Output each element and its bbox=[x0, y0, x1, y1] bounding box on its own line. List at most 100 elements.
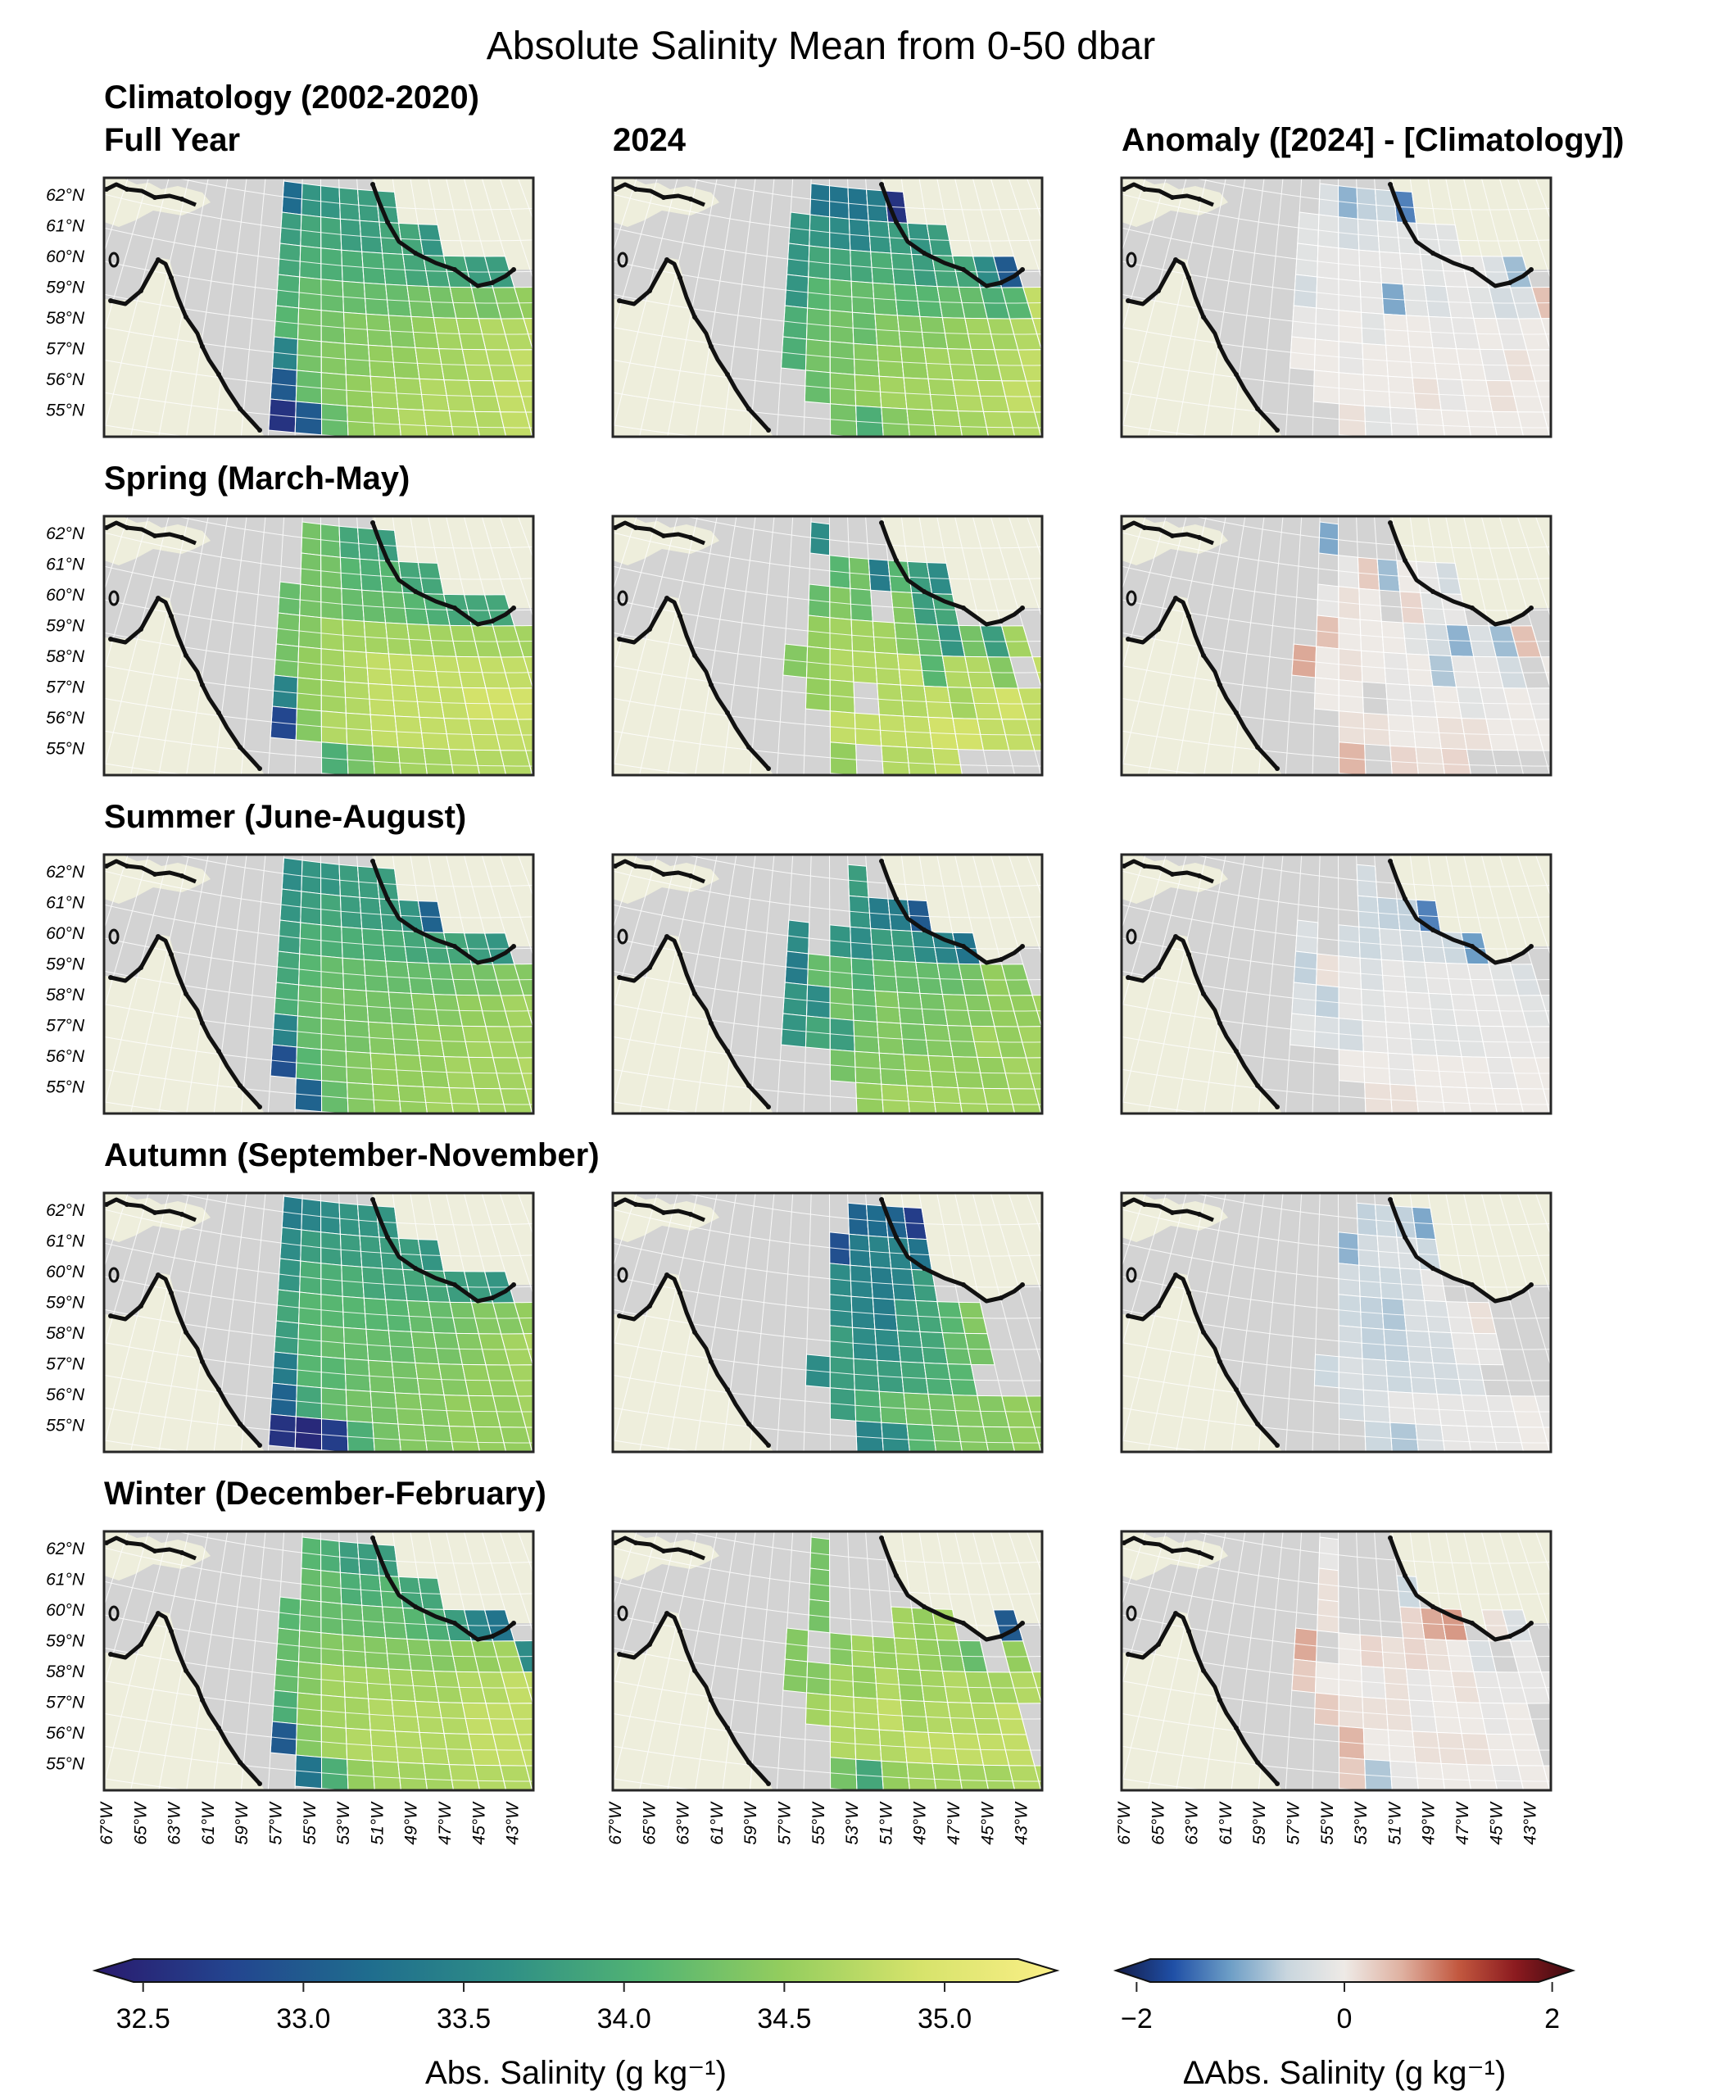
panel-full-year-2024 bbox=[611, 176, 1122, 443]
data-cell bbox=[1609, 379, 1646, 410]
row-title-full-year: Full Year bbox=[104, 122, 240, 158]
colorbar-tick-label: 32.5 bbox=[116, 2003, 170, 2034]
longitude-tick-label: 51°W bbox=[877, 1801, 895, 1845]
latitude-tick-label: 62°N bbox=[46, 1201, 85, 1220]
island-outline bbox=[617, 1605, 628, 1621]
latitude-tick-label: 62°N bbox=[46, 863, 85, 882]
panel-spring-2024 bbox=[611, 515, 1089, 777]
graticule bbox=[104, 1531, 533, 1790]
colorbar-tick-label: 35.0 bbox=[918, 2003, 972, 2034]
graticule bbox=[613, 855, 1042, 1113]
data-cell bbox=[569, 655, 603, 687]
data-cell bbox=[1086, 411, 1122, 443]
longitude-tick-label: 47°W bbox=[945, 1801, 963, 1845]
data-cell bbox=[1553, 287, 1586, 319]
data-cell bbox=[536, 287, 569, 319]
longitude-tick-label: 49°W bbox=[911, 1801, 930, 1845]
coastline bbox=[1388, 1537, 1533, 1642]
data-cell bbox=[1553, 1640, 1586, 1672]
data-cell bbox=[1620, 748, 1657, 780]
land-area bbox=[104, 1612, 265, 1790]
land-area bbox=[1389, 855, 1551, 964]
row-title-climatology: Climatology (2002-2020) bbox=[104, 79, 479, 116]
panel-autumn-climatology bbox=[102, 1191, 614, 1458]
data-cell bbox=[546, 1671, 580, 1703]
data-cell bbox=[1564, 318, 1598, 350]
longitude-tick-label: 67°W bbox=[606, 1801, 625, 1845]
data-cell bbox=[542, 1734, 577, 1765]
latitude-tick-label: 57°N bbox=[46, 1694, 85, 1712]
data-cell bbox=[1549, 349, 1551, 353]
coastline bbox=[370, 860, 515, 965]
data-cell bbox=[551, 1088, 587, 1119]
colorbar-tick-label: −2 bbox=[1121, 2003, 1153, 2034]
land-area bbox=[613, 1612, 773, 1790]
salinity-colorbar-ticks: 32.5 33.0 33.5 34.0 34.5 35.0 bbox=[116, 1982, 972, 2034]
colorbar-tick-label: 33.0 bbox=[276, 2003, 330, 2034]
data-cell bbox=[532, 1026, 533, 1030]
data-cell bbox=[569, 993, 603, 1025]
land-area bbox=[1122, 258, 1282, 437]
data-cell bbox=[532, 1703, 533, 1707]
latitude-tick-label: 55°N bbox=[46, 1755, 85, 1774]
graticule bbox=[1122, 855, 1551, 1113]
data-cells bbox=[270, 857, 603, 1119]
land-area bbox=[1389, 516, 1551, 626]
data-cell bbox=[556, 1026, 591, 1058]
data-cell bbox=[580, 347, 616, 379]
data-cell bbox=[1086, 1426, 1122, 1458]
latitude-tick-label: 56°N bbox=[46, 1386, 85, 1404]
colorbar-tick-label: 34.5 bbox=[757, 2003, 811, 2034]
data-cell bbox=[551, 411, 587, 442]
figure-title: Absolute Salinity Mean from 0-50 dbar bbox=[487, 25, 1155, 68]
data-cell bbox=[1584, 1057, 1620, 1089]
island-outline bbox=[617, 252, 628, 268]
island-outline bbox=[617, 1267, 628, 1283]
panel-frame bbox=[1120, 1191, 1552, 1454]
land-area bbox=[881, 516, 1042, 626]
data-cell bbox=[1045, 287, 1077, 319]
data-cell bbox=[1051, 1057, 1086, 1088]
data-cell bbox=[1051, 1395, 1086, 1426]
data-cell bbox=[1549, 687, 1551, 692]
data-cell bbox=[536, 964, 569, 996]
island-outline bbox=[617, 590, 628, 606]
land-area bbox=[881, 855, 1042, 964]
graticule bbox=[613, 178, 1042, 437]
panel-frame bbox=[611, 515, 1044, 777]
latitude-tick-label: 56°N bbox=[46, 370, 85, 389]
latitude-tick-label: 59°N bbox=[46, 955, 85, 974]
data-cell bbox=[542, 1057, 577, 1088]
data-cell bbox=[1055, 656, 1089, 688]
colorbar-tick-label: 0 bbox=[1337, 2003, 1353, 2034]
graticule bbox=[613, 1193, 1042, 1452]
data-cell bbox=[542, 380, 577, 411]
island-outline bbox=[108, 1605, 120, 1621]
land-area bbox=[1122, 935, 1282, 1113]
data-cell bbox=[1077, 316, 1112, 348]
land-area bbox=[104, 596, 265, 775]
latitude-tick-label: 56°N bbox=[46, 709, 85, 728]
anomaly-colorbar: −2 0 2 ΔAbs. Salinity (g kg⁻¹) bbox=[1113, 1958, 1576, 2091]
panel-frame bbox=[611, 1530, 1044, 1792]
panel-frame bbox=[102, 853, 535, 1115]
longitude-tick-label: 67°W bbox=[97, 1801, 116, 1845]
data-cell bbox=[1560, 1057, 1594, 1088]
island-outline bbox=[1126, 1605, 1137, 1621]
data-cell bbox=[567, 1734, 603, 1766]
data-cell bbox=[532, 1364, 533, 1368]
island-outline bbox=[108, 1267, 120, 1283]
data-cell bbox=[577, 1426, 614, 1458]
salinity-colorbar-bar bbox=[92, 1958, 1060, 1983]
panel-spring-climatology bbox=[102, 515, 614, 782]
panel-frame bbox=[1120, 176, 1552, 438]
island-outline bbox=[108, 590, 120, 606]
longitude-tick-label: 63°W bbox=[674, 1801, 693, 1845]
data-cell bbox=[1055, 318, 1089, 350]
longitude-tick-label: 61°W bbox=[199, 1801, 218, 1845]
longitude-tick-label: 67°W bbox=[1115, 1801, 1134, 1845]
data-cell bbox=[577, 1765, 614, 1797]
data-cell bbox=[536, 625, 569, 657]
data-cell bbox=[577, 750, 614, 782]
